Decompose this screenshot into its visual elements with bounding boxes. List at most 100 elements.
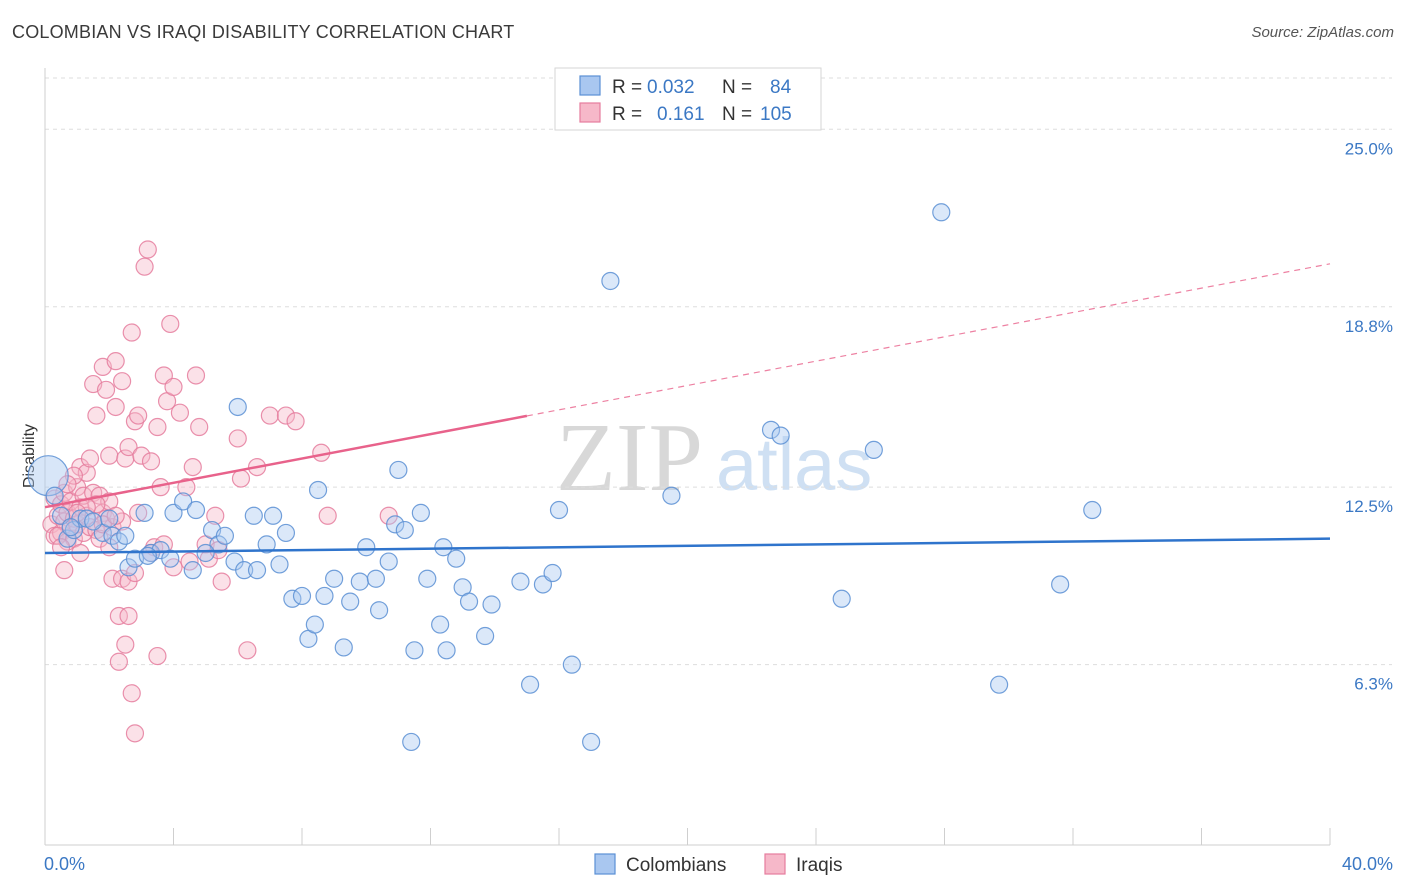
legend-r-value: 0.032 <box>647 77 695 98</box>
legend-swatch-colombians <box>579 75 601 96</box>
point-colombians <box>395 520 414 540</box>
point-colombians <box>350 572 369 591</box>
point-colombians <box>370 601 389 620</box>
point-iraqis <box>177 478 196 497</box>
point-colombians <box>520 675 540 694</box>
point-colombians <box>292 586 312 606</box>
point-colombians <box>366 569 385 588</box>
point-colombians <box>27 455 69 497</box>
point-iraqis <box>170 403 190 422</box>
point-colombians <box>244 506 263 525</box>
point-iraqis <box>148 417 167 437</box>
point-iraqis <box>87 406 106 425</box>
legend-n-value: 84 <box>770 77 792 98</box>
point-iraqis <box>148 646 167 666</box>
point-iraqis <box>206 506 225 525</box>
point-iraqis <box>106 352 125 371</box>
point-colombians <box>138 546 157 565</box>
y-tick-label: 25.0% <box>1345 139 1393 158</box>
point-colombians <box>135 503 154 522</box>
legend-r-label: R = <box>612 104 642 125</box>
series-colombians <box>27 203 1102 752</box>
point-colombians <box>215 526 234 545</box>
point-colombians <box>402 732 421 752</box>
point-iraqis <box>190 417 209 437</box>
point-colombians <box>932 203 951 222</box>
point-iraqis <box>100 446 119 465</box>
point-colombians <box>476 626 495 646</box>
point-colombians <box>61 518 80 537</box>
point-colombians <box>761 420 781 439</box>
point-iraqis <box>183 457 202 477</box>
y-tick-label: 18.8% <box>1345 317 1393 336</box>
chart-title: COLOMBIAN VS IRAQI DISABILITY CORRELATIO… <box>12 22 515 42</box>
point-colombians <box>325 569 344 588</box>
point-iraqis <box>318 506 337 525</box>
source-credit: Source: ZipAtlas.com <box>1251 24 1394 41</box>
point-colombians <box>183 561 202 580</box>
point-colombians <box>418 569 437 588</box>
point-iraqis <box>132 446 151 465</box>
bottom-legend-colombians: Colombians <box>626 855 726 876</box>
legend-r-label: R = <box>612 77 642 98</box>
point-iraqis <box>161 314 180 334</box>
point-colombians <box>771 426 790 445</box>
point-colombians <box>405 641 424 660</box>
watermark: ZIP atlas <box>556 404 872 512</box>
point-colombians <box>543 563 562 583</box>
point-colombians <box>562 655 581 674</box>
trend-lines <box>44 263 1331 555</box>
point-colombians <box>389 460 408 480</box>
point-colombians <box>257 535 276 554</box>
point-colombians <box>186 500 206 520</box>
point-iraqis <box>135 257 154 276</box>
watermark-atlas: atlas <box>716 423 872 506</box>
point-colombians <box>1083 500 1102 520</box>
point-colombians <box>511 572 530 591</box>
point-colombians <box>411 503 430 522</box>
y-tick-label: 6.3% <box>1354 675 1393 694</box>
point-colombians <box>45 486 64 505</box>
point-colombians <box>228 397 247 417</box>
y-tick-label: 12.5% <box>1345 497 1393 516</box>
y-tick-labels: 6.3% 12.5% 18.8% 25.0% <box>1345 139 1393 693</box>
point-colombians <box>161 549 180 568</box>
point-iraqis <box>141 452 161 471</box>
point-iraqis <box>119 606 138 626</box>
point-iraqis <box>231 469 251 488</box>
point-colombians <box>662 486 681 505</box>
point-iraqis <box>129 503 148 522</box>
legend: R = 0.032 N = 84 R = 0.161 N = 105 <box>554 67 822 131</box>
point-colombians <box>990 675 1009 694</box>
point-iraqis <box>164 377 183 397</box>
point-colombians <box>116 526 135 545</box>
point-iraqis <box>119 437 138 457</box>
x-tick-label: 0.0% <box>44 854 85 874</box>
point-colombians <box>308 480 328 500</box>
point-colombians <box>270 555 289 574</box>
point-colombians <box>357 538 376 557</box>
trend-line-iraqis-extrapolated <box>526 263 1331 417</box>
point-iraqis <box>276 406 296 425</box>
bottom-legend: Colombians Iraqis <box>594 853 842 876</box>
point-colombians <box>459 592 479 611</box>
point-iraqis <box>129 406 148 425</box>
point-colombians <box>582 732 601 752</box>
x-tick-labels: 0.0% 40.0% <box>44 854 1393 874</box>
point-iraqis <box>112 372 132 391</box>
point-iraqis <box>106 397 125 417</box>
trend-line-iraqis <box>44 414 528 509</box>
legend-n-label: N = <box>722 77 752 98</box>
series-iraqis <box>42 240 398 743</box>
point-colombians <box>276 523 296 543</box>
point-iraqis <box>212 572 231 591</box>
point-colombians <box>341 592 360 611</box>
point-colombians <box>263 506 283 525</box>
point-colombians <box>84 512 103 531</box>
point-colombians <box>482 595 501 614</box>
watermark-zip: ZIP <box>556 404 703 512</box>
point-iraqis <box>96 380 116 399</box>
point-colombians <box>549 500 569 520</box>
point-iraqis <box>116 635 135 654</box>
